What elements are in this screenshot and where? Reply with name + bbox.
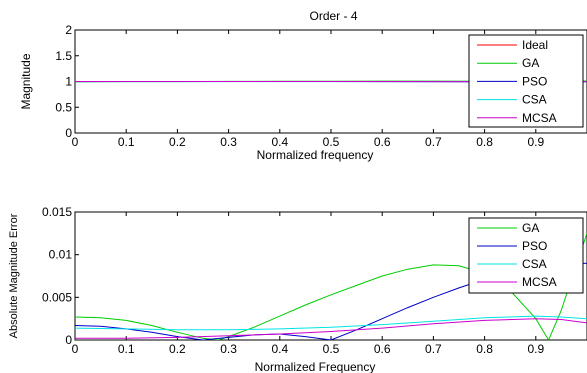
x-axis-label: Normalized frequency — [257, 148, 374, 162]
y-tick-label: 0.015 — [42, 205, 72, 219]
x-axis-label: Normalized Frequency — [255, 360, 376, 373]
x-tick-label: 0.3 — [220, 135, 237, 149]
y-tick-label: 0.5 — [55, 100, 72, 114]
legend-label-csa: CSA — [522, 257, 547, 271]
x-tick-label: 0.6 — [374, 135, 391, 149]
y-axis-label: Magnitude — [19, 53, 33, 109]
x-tick-label: 0.8 — [476, 135, 493, 149]
legend-label-csa: CSA — [522, 93, 547, 107]
error-chart: 0 0.1 0.2 0.3 0.4 0.5 0.6 0.7 0.8 0.9 0 0.005 0.01 0.… — [8, 205, 587, 373]
x-tick-label: 0.1 — [118, 135, 135, 149]
x-tick-label: 0.4 — [271, 135, 288, 149]
legend-label-mcsa: MCSA — [522, 111, 557, 125]
x-tick-label: 0.1 — [118, 342, 135, 356]
x-tick-label: 0.4 — [271, 342, 288, 356]
x-tick-label: 0.5 — [323, 342, 340, 356]
x-tick-label: 0.6 — [374, 342, 391, 356]
x-tick-label: 0.2 — [169, 135, 186, 149]
y-axis-label: Absolute Magnitude Error — [8, 213, 20, 338]
x-tick-label: 0.2 — [169, 342, 186, 356]
y-tick-label: 1 — [65, 75, 72, 89]
x-tick-label: 0.3 — [220, 342, 237, 356]
x-tick-label: 0.9 — [527, 342, 544, 356]
x-tick-label: 0.7 — [425, 135, 442, 149]
legend-label-mcsa: MCSA — [522, 275, 557, 289]
x-tick-label: 0.7 — [425, 342, 442, 356]
legend — [468, 217, 584, 294]
y-tick-label: 0 — [65, 126, 72, 140]
x-tick-label: 0 — [72, 342, 79, 356]
magnitude-chart: 0 0.1 0.2 0.3 0.4 0.5 0.6 0.7 0.8 0.9 0 0.5 1 1.5 2 Ord… — [19, 9, 587, 162]
y-tick-label: 0.01 — [49, 248, 73, 262]
legend-label-ideal: Ideal — [522, 38, 548, 52]
y-tick-label: 2 — [65, 23, 72, 37]
legend-label-ga: GA — [522, 221, 539, 235]
y-tick-label: 1.5 — [55, 49, 72, 63]
x-tick-label: 0 — [72, 135, 79, 149]
legend-label-ga: GA — [522, 56, 539, 70]
x-tick-label: 0.8 — [476, 342, 493, 356]
y-tick-label: 0.005 — [42, 290, 72, 304]
series-line-ga — [75, 233, 587, 340]
y-tick-label: 0 — [65, 333, 72, 347]
series-line-csa — [75, 315, 587, 331]
x-tick-label: 0.9 — [527, 135, 544, 149]
legend-label-pso: PSO — [522, 239, 547, 253]
x-tick-label: 0.5 — [323, 135, 340, 149]
chart-title: Order - 4 — [309, 9, 357, 23]
legend-label-pso: PSO — [522, 74, 547, 88]
series-line-mcsa — [75, 318, 587, 339]
